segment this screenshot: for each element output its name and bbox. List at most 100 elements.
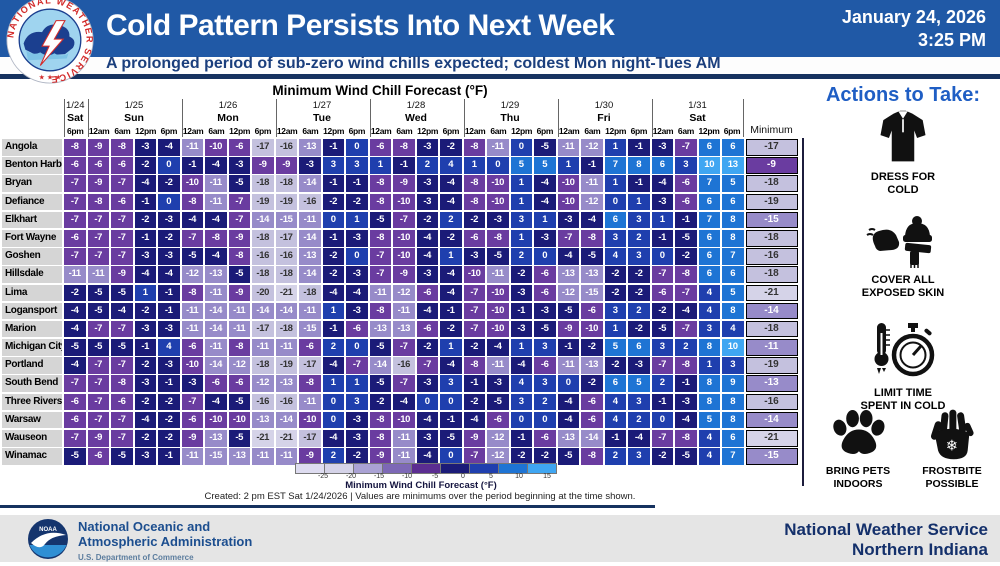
wind-chill-cell: -5: [651, 320, 673, 338]
wind-chill-cell: -10: [181, 357, 203, 374]
wind-chill-cell: 5: [604, 339, 626, 356]
wind-chill-cell: -2: [322, 193, 344, 211]
wind-chill-cell: -6: [205, 375, 227, 393]
nws-office-text: National Weather Service Northern Indian…: [784, 520, 988, 559]
wind-chill-cell: -4: [322, 357, 344, 374]
wind-chill-cell: 8: [722, 393, 744, 411]
wind-chill-cell: -8: [228, 339, 250, 356]
time-label: 6pm: [630, 126, 648, 136]
wind-chill-cell: 4: [698, 430, 720, 447]
wind-chill-cell: 6: [698, 229, 720, 247]
wind-chill-cell: 3: [604, 229, 626, 247]
wind-chill-cell: -8: [369, 430, 391, 447]
time-label: 6pm: [723, 126, 741, 136]
wind-chill-cell: 8: [722, 211, 744, 229]
wind-chill-cell: -2: [158, 393, 180, 411]
wind-chill-cell: -10: [205, 411, 227, 429]
wind-chill-cell: -11: [487, 266, 509, 283]
wind-chill-cell: -6: [111, 157, 133, 174]
wind-chill-cell: -1: [158, 448, 180, 465]
wind-chill-cell: -7: [675, 320, 697, 338]
wind-chill-cell: -11: [181, 448, 203, 465]
wind-chill-cell: -8: [87, 193, 109, 211]
wind-chill-cell: -13: [557, 430, 579, 447]
wind-chill-cell: -8: [369, 302, 391, 320]
wind-chill-cell: 0: [322, 211, 344, 229]
wind-chill-cell: -7: [651, 430, 673, 447]
header-bar: Cold Pattern Persists Into Next Week Jan…: [0, 0, 1000, 57]
time-label: 12am: [652, 126, 674, 136]
wind-chill-cell: -20: [252, 284, 274, 302]
wind-chill-cell: -13: [252, 411, 274, 429]
wind-chill-cell: -13: [205, 266, 227, 283]
wind-chill-cell: -1: [675, 211, 697, 229]
wind-chill-cell: -2: [510, 448, 532, 465]
wind-chill-cell: -19: [252, 193, 274, 211]
wind-chill-cell: -5: [675, 229, 697, 247]
wind-chill-cell: -9: [87, 430, 109, 447]
wind-chill-cell: -5: [87, 284, 109, 302]
wind-chill-cell: -11: [393, 430, 415, 447]
wind-chill-cell: -4: [205, 393, 227, 411]
time-label: 12am: [370, 126, 392, 136]
wind-chill-cell: -13: [393, 320, 415, 338]
wind-chill-cell: -1: [651, 229, 673, 247]
wind-chill-cell: -4: [440, 284, 462, 302]
wind-chill-cell: -8: [369, 193, 391, 211]
wind-chill-cell: -2: [346, 448, 368, 465]
table-row: Benton Harbor-6-6-6-20-1-4-3-9-9-3331-12…: [2, 157, 798, 174]
wind-chill-cell: -3: [346, 411, 368, 429]
action-label: FROSTBITE POSSIBLE: [922, 465, 982, 490]
wind-chill-cell: -11: [181, 302, 203, 320]
wind-chill-cell: 4: [698, 448, 720, 465]
wind-chill-cell: -1: [346, 175, 368, 192]
wind-chill-cell: -6: [299, 339, 321, 356]
wind-chill-cell: -15: [275, 211, 297, 229]
wind-chill-cell: -12: [581, 193, 603, 211]
wind-chill-cell: -5: [111, 284, 133, 302]
wind-chill-cell: -5: [111, 448, 133, 465]
wind-chill-cell: -12: [393, 284, 415, 302]
time-label: 12am: [88, 126, 110, 136]
date-label: 1/25: [124, 100, 144, 111]
wind-chill-cell: -2: [675, 248, 697, 265]
wind-chill-cell: -6: [416, 320, 438, 338]
wind-chill-cell: -2: [158, 229, 180, 247]
table-header: 1/24 Sat 6pm 1/25 Sun 12am 6am 12pm 6pm 1/26 Mon 12…: [2, 99, 798, 137]
wind-chill-cell: -1: [134, 229, 156, 247]
wind-chill-cell: -11: [64, 266, 86, 283]
table-row: Defiance -7 -8 -6 -1 0 -8 -11 -7 -19 -19 -16 -2 -2 -8-…: [2, 193, 798, 211]
wind-chill-cell: 13: [722, 157, 744, 174]
wind-chill-cell: 1: [440, 339, 462, 356]
wind-chill-cell: -3: [134, 375, 156, 393]
city-label: Angola: [2, 139, 62, 156]
wind-chill-cell: 0: [416, 393, 438, 411]
wind-chill-cell: -4: [64, 320, 86, 338]
wind-chill-cell: -2: [134, 430, 156, 447]
day-group: 1/26 Mon 12am 6am 12pm 6pm: [181, 99, 274, 137]
wind-chill-cell: -8: [111, 139, 133, 156]
minimum-cell: -13: [745, 375, 798, 393]
wind-chill-cell: -11: [181, 139, 203, 156]
wind-chill-cell: -7: [87, 248, 109, 265]
wind-chill-cell: -1: [322, 175, 344, 192]
header-time: 3:25 PM: [917, 30, 986, 50]
wind-chill-cell: -3: [134, 320, 156, 338]
wind-chill-cell: -5: [64, 448, 86, 465]
wind-chill-cell: -4: [205, 248, 227, 265]
wind-chill-cell: -1: [158, 302, 180, 320]
wind-chill-cell: -1: [651, 393, 673, 411]
wind-chill-cell: -14: [299, 175, 321, 192]
wind-chill-cell: -13: [557, 266, 579, 283]
table-title: Minimum Wind Chill Forecast (°F): [272, 83, 488, 98]
wind-chill-cell: -6: [416, 284, 438, 302]
wind-chill-cell: -10: [557, 193, 579, 211]
wind-chill-cell: -8: [463, 175, 485, 192]
wind-chill-cell: -4: [440, 357, 462, 374]
wind-chill-cell: -6: [181, 411, 203, 429]
wind-chill-cell: -4: [440, 193, 462, 211]
wind-chill-cell: -12: [487, 448, 509, 465]
minimum-cell: -21: [745, 284, 798, 302]
legend-tick: -10: [401, 473, 413, 480]
wind-chill-cell: -2: [158, 175, 180, 192]
